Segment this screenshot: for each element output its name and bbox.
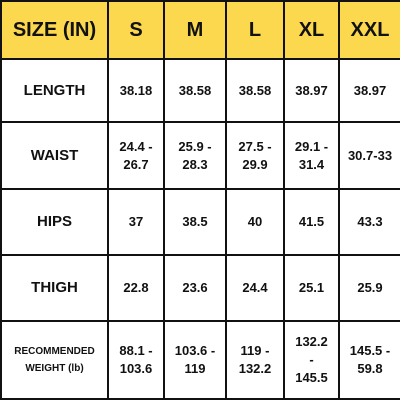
cell: 24.4 bbox=[225, 254, 285, 322]
cell: 38.97 bbox=[338, 58, 400, 123]
cell: 24.4 - 26.7 bbox=[107, 121, 165, 190]
row-label: HIPS bbox=[0, 188, 109, 256]
cell: 38.58 bbox=[225, 58, 285, 123]
cell: 23.6 bbox=[163, 254, 227, 322]
table-row: HIPS 37 38.5 40 41.5 43.3 bbox=[0, 188, 400, 256]
row-label: LENGTH bbox=[0, 58, 109, 123]
header-cell: M bbox=[163, 0, 227, 60]
cell: 38.58 bbox=[163, 58, 227, 123]
cell: 132.2 - 145.5 bbox=[283, 320, 340, 400]
cell: 43.3 bbox=[338, 188, 400, 256]
header-cell: XXL bbox=[338, 0, 400, 60]
cell: 22.8 bbox=[107, 254, 165, 322]
cell: 38.97 bbox=[283, 58, 340, 123]
cell: 145.5 - 59.8 bbox=[338, 320, 400, 400]
table-row: WAIST 24.4 - 26.7 25.9 - 28.3 27.5 - 29.9 29… bbox=[0, 121, 400, 190]
cell: 25.9 bbox=[338, 254, 400, 322]
cell: 30.7-33 bbox=[338, 121, 400, 190]
header-cell: L bbox=[225, 0, 285, 60]
row-label: RECOMMENDED WEIGHT (lb) bbox=[0, 320, 109, 400]
cell: 25.9 - 28.3 bbox=[163, 121, 227, 190]
table-body: LENGTH 38.18 38.58 38.58 38.97 38.97 WAIST 24.4… bbox=[0, 58, 400, 400]
row-label: WAIST bbox=[0, 121, 109, 190]
cell: 37 bbox=[107, 188, 165, 256]
table-row: THIGH 22.8 23.6 24.4 25.1 25.9 bbox=[0, 254, 400, 322]
header-cell: SIZE (IN) bbox=[0, 0, 109, 60]
cell: 88.1 - 103.6 bbox=[107, 320, 165, 400]
table-row: LENGTH 38.18 38.58 38.58 38.97 38.97 bbox=[0, 58, 400, 123]
cell: 40 bbox=[225, 188, 285, 256]
header-cell: S bbox=[107, 0, 165, 60]
header-cell: XL bbox=[283, 0, 340, 60]
cell: 41.5 bbox=[283, 188, 340, 256]
cell: 38.18 bbox=[107, 58, 165, 123]
table-row: RECOMMENDED WEIGHT (lb) 88.1 - 103.6 103.6… bbox=[0, 320, 400, 400]
header-row: SIZE (IN) S M L XL XXL bbox=[0, 0, 400, 60]
cell: 29.1 - 31.4 bbox=[283, 121, 340, 190]
row-label: THIGH bbox=[0, 254, 109, 322]
cell: 38.5 bbox=[163, 188, 227, 256]
cell: 103.6 - 119 bbox=[163, 320, 227, 400]
cell: 27.5 - 29.9 bbox=[225, 121, 285, 190]
cell: 25.1 bbox=[283, 254, 340, 322]
cell: 119 - 132.2 bbox=[225, 320, 285, 400]
